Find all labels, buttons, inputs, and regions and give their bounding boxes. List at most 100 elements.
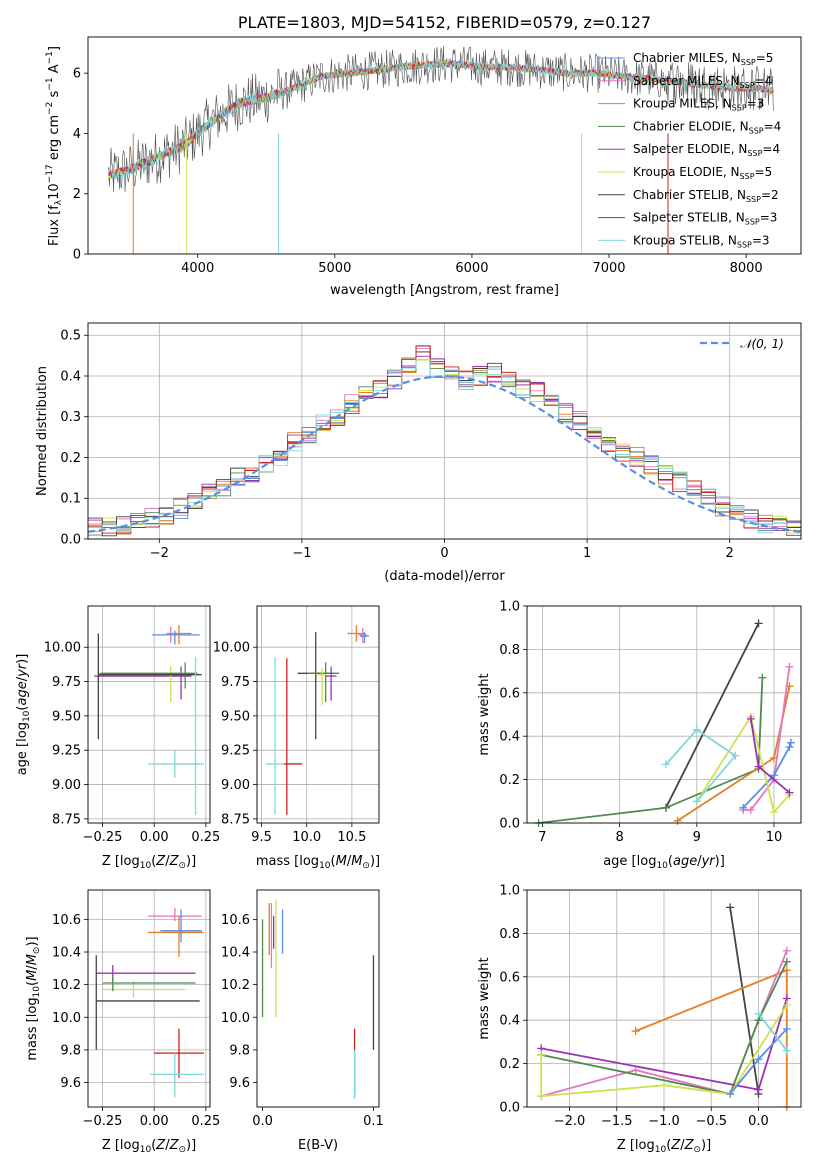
mass-weight-line-7 <box>749 718 790 794</box>
mass-weight-marker <box>746 714 755 723</box>
mass-weight-marker <box>782 1046 791 1055</box>
x-tick-label: 7 <box>538 830 546 845</box>
x-tick-label: 9 <box>693 830 701 845</box>
y-tick-label: 0.5 <box>60 329 81 344</box>
x-axis-label: Z [log10(Z/Z⊙)] <box>102 1138 196 1155</box>
x-tick-label: −0.5 <box>695 1114 727 1129</box>
y-tick-label: 8.75 <box>52 812 81 827</box>
y-tick-label: 0.4 <box>60 369 81 384</box>
legend-label: Chabrier ELODIE, NSSP=4 <box>633 119 781 135</box>
legend-label: Kroupa STELIB, NSSP=3 <box>633 233 770 249</box>
mass-weight-marker <box>631 1066 640 1075</box>
y-tick-label: 0.2 <box>60 451 81 466</box>
y-tick-label: 4 <box>73 127 81 142</box>
x-tick-label: 0.0 <box>252 1114 273 1129</box>
x-axis-label: mass [log10(M/M⊙)] <box>256 854 380 871</box>
x-axis-label: wavelength [Angstrom, rest frame] <box>330 283 559 298</box>
mass-weight-marker <box>726 1089 735 1098</box>
mass-weight-marker <box>782 957 791 966</box>
mass-weight-marker <box>661 803 670 812</box>
legend-label: Chabrier MILES, NSSP=5 <box>633 51 773 67</box>
y-tick-label: 0.6 <box>499 970 520 985</box>
axes-frame <box>87 36 802 255</box>
mass-weight-line-5 <box>742 742 792 809</box>
x-tick-label: 6000 <box>455 261 488 276</box>
y-tick-label: 0.4 <box>499 730 520 745</box>
y-tick-label: 9.00 <box>221 778 250 793</box>
y-tick-label: 10.2 <box>221 978 250 993</box>
mass-weight-marker <box>754 762 763 771</box>
y-tick-label: 0.0 <box>60 533 81 548</box>
y-tick-label: 2 <box>73 187 81 202</box>
mass-weight-line-8 <box>757 1013 788 1052</box>
y-tick-label: 6 <box>73 67 81 82</box>
mass-weight-line-2 <box>538 677 764 824</box>
mass-weight-marker <box>673 816 682 825</box>
x-tick-label: 0.00 <box>140 830 169 845</box>
y-tick-label: 10.2 <box>52 978 81 993</box>
mass-weight-marker <box>754 1055 763 1064</box>
mass-weight-line-6 <box>696 714 791 814</box>
mass-weight-marker <box>739 803 748 812</box>
y-axis-label: mass weight <box>477 673 492 755</box>
y-tick-label: 9.50 <box>52 709 81 724</box>
mass-weight-marker <box>731 751 740 760</box>
y-tick-label: 9.6 <box>229 1076 250 1091</box>
y-tick-label: 0.0 <box>499 1101 520 1116</box>
mass-weight-line-4 <box>541 961 788 1096</box>
axes-frame <box>256 889 380 1108</box>
y-tick-label: 10.0 <box>221 1011 250 1026</box>
mass-weight-marker <box>661 760 670 769</box>
x-tick-label: 5000 <box>318 261 351 276</box>
mass-weight-marker <box>782 1024 791 1033</box>
x-tick-label: 0.00 <box>140 1114 169 1129</box>
mass-weight-marker <box>769 771 778 780</box>
mass-weight-marker <box>754 619 763 628</box>
axes-frame <box>87 605 211 824</box>
y-tick-label: 0.3 <box>60 410 81 425</box>
y-tick-label: 9.50 <box>221 709 250 724</box>
mass-weight-marker <box>692 797 701 806</box>
x-tick-label: 9.5 <box>251 830 272 845</box>
y-tick-label: 9.75 <box>221 675 250 690</box>
mass-weight-marker <box>782 966 791 975</box>
legend-label: 𝒩(0, 1) <box>740 337 784 351</box>
x-tick-label: −1 <box>292 546 311 561</box>
y-tick-label: 0.6 <box>499 686 520 701</box>
y-tick-label: 0.8 <box>499 927 520 942</box>
x-axis-label: Z [log10(Z/Z⊙)] <box>102 854 196 871</box>
y-tick-label: 9.25 <box>52 744 81 759</box>
x-tick-label: −2.0 <box>554 1114 586 1129</box>
y-tick-label: 9.8 <box>229 1043 250 1058</box>
mass-weight-marker <box>785 743 794 752</box>
mass-weight-marker <box>782 1001 791 1010</box>
legend-label: Kroupa ELODIE, NSSP=5 <box>633 165 772 181</box>
x-tick-label: 7000 <box>592 261 625 276</box>
mass-weight-marker <box>537 1050 546 1059</box>
mass-weight-marker <box>786 738 795 747</box>
mass-weight-marker <box>785 662 794 671</box>
y-tick-label: 10.6 <box>221 913 250 928</box>
x-tick-label: 10.0 <box>292 830 321 845</box>
axes-frame <box>526 889 802 1108</box>
legend-label: Salpeter STELIB, NSSP=3 <box>633 211 777 227</box>
x-tick-label: −0.25 <box>83 830 123 845</box>
y-axis-label: age [log10(age/yr)] <box>15 654 32 776</box>
x-tick-label: 0.25 <box>191 1114 220 1129</box>
x-axis-label: E(B-V) <box>298 1138 338 1153</box>
mass-weight-marker <box>631 1027 640 1036</box>
mass-weight-marker <box>746 805 755 814</box>
x-tick-label: 8 <box>615 830 623 845</box>
legend-label: Salpeter ELODIE, NSSP=4 <box>633 142 780 158</box>
mass-weight-line-4 <box>743 666 791 811</box>
mass-weight-line-1 <box>665 622 760 809</box>
mass-weight-marker <box>754 1085 763 1094</box>
x-tick-label: 0.25 <box>191 830 220 845</box>
y-tick-label: 0.0 <box>499 817 520 832</box>
mass-weight-marker <box>754 1009 763 1018</box>
x-tick-label: 0.0 <box>748 1114 769 1129</box>
x-tick-label: 4000 <box>181 261 214 276</box>
mass-weight-marker <box>782 946 791 955</box>
y-axis-label: mass weight <box>477 957 492 1039</box>
